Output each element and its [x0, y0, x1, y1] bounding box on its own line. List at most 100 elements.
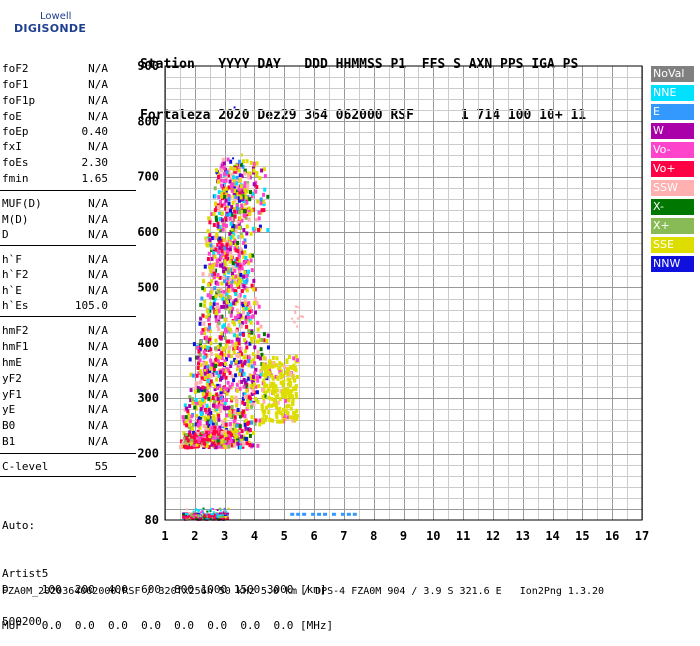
- echo-point: [238, 269, 242, 274]
- param-value: N/A: [88, 403, 108, 416]
- echo-point: [302, 315, 305, 318]
- echo-point: [243, 380, 247, 385]
- echo-point: [217, 413, 221, 418]
- echo-point: [218, 425, 222, 430]
- echo-point: [241, 396, 245, 401]
- echo-point: [228, 247, 232, 252]
- echo-point: [229, 313, 233, 318]
- echo-point: [236, 248, 240, 253]
- echo-point: [233, 258, 237, 263]
- echo-point: [294, 312, 297, 315]
- echo-point: [220, 281, 224, 286]
- echo-point: [282, 414, 286, 419]
- echo-point: [207, 216, 211, 221]
- y-tick-label: 500: [137, 280, 159, 294]
- echo-point: [216, 396, 220, 401]
- echo-point: [247, 376, 251, 381]
- echo-point: [281, 388, 285, 393]
- echo-point: [207, 423, 211, 428]
- echo-point: [196, 418, 200, 423]
- echo-point: [235, 388, 239, 393]
- echo-point: [215, 356, 219, 361]
- echo-point: [194, 440, 198, 444]
- echo-point: [230, 430, 234, 434]
- echo-point: [224, 328, 228, 333]
- param-label: fmin: [2, 172, 29, 185]
- echo-point: [281, 383, 285, 388]
- echo-point: [241, 363, 245, 368]
- echo-point: [217, 417, 221, 422]
- echo-point: [227, 197, 231, 202]
- echo-point: [193, 389, 197, 394]
- echo-point: [230, 374, 234, 379]
- echo-point: [216, 508, 219, 511]
- echo-point: [217, 432, 221, 436]
- echo-point: [255, 339, 259, 344]
- x-tick-label: 10: [426, 529, 440, 543]
- param-value: N/A: [88, 197, 108, 210]
- x-tick-label: 13: [516, 529, 530, 543]
- echo-point: [245, 224, 249, 229]
- echo-point: [224, 206, 228, 211]
- echo-point: [243, 187, 247, 192]
- echo-point: [239, 350, 243, 355]
- echo-point: [206, 378, 210, 383]
- echo-point: [225, 512, 229, 515]
- echo-point: [214, 307, 218, 312]
- echo-point: [217, 327, 221, 332]
- echo-point: [274, 384, 278, 389]
- echo-point: [196, 401, 200, 406]
- echo-point: [272, 381, 276, 386]
- echo-point: [245, 189, 249, 194]
- echo-point: [231, 224, 235, 229]
- echo-point: [258, 337, 262, 342]
- echo-point: [220, 211, 224, 216]
- echo-point: [205, 403, 209, 408]
- echo-point: [264, 390, 268, 395]
- echo-point: [218, 260, 222, 265]
- echo-point: [226, 434, 230, 438]
- echo-point: [203, 375, 207, 380]
- echo-point: [276, 419, 280, 424]
- echo-point: [224, 514, 228, 517]
- echo-point: [203, 515, 207, 518]
- echo-point: [241, 409, 245, 414]
- echo-point: [293, 320, 296, 323]
- echo-point: [245, 186, 249, 191]
- echo-point: [291, 317, 294, 320]
- echo-point: [276, 407, 280, 412]
- echo-point: [323, 512, 328, 516]
- echo-point: [285, 358, 289, 363]
- y-tick-label: 900: [137, 59, 159, 73]
- echo-point: [224, 216, 228, 221]
- echo-point: [237, 196, 241, 201]
- echo-point: [247, 420, 251, 425]
- echo-point: [223, 227, 227, 232]
- echo-point: [231, 287, 235, 292]
- echo-point: [233, 169, 237, 174]
- echo-point: [227, 201, 231, 206]
- echo-point: [247, 301, 251, 306]
- echo-point: [218, 400, 222, 405]
- echo-point: [294, 368, 298, 373]
- echo-point: [242, 377, 246, 382]
- echo-point: [274, 363, 278, 368]
- echo-point: [233, 214, 237, 219]
- echo-point: [233, 315, 237, 320]
- x-tick-label: 9: [400, 529, 407, 543]
- echo-point: [217, 321, 221, 326]
- echo-point: [188, 438, 192, 442]
- echo-point: [245, 378, 249, 383]
- echo-point: [242, 306, 246, 311]
- echo-point: [216, 304, 220, 309]
- echo-point: [183, 440, 187, 444]
- echo-point: [208, 435, 212, 439]
- echo-point: [236, 360, 240, 365]
- echo-point: [256, 355, 260, 360]
- echo-point: [219, 401, 223, 406]
- echo-point: [205, 335, 209, 340]
- separator: [0, 316, 136, 317]
- echo-point: [206, 309, 210, 314]
- echo-point: [203, 415, 207, 420]
- echo-point: [238, 439, 242, 444]
